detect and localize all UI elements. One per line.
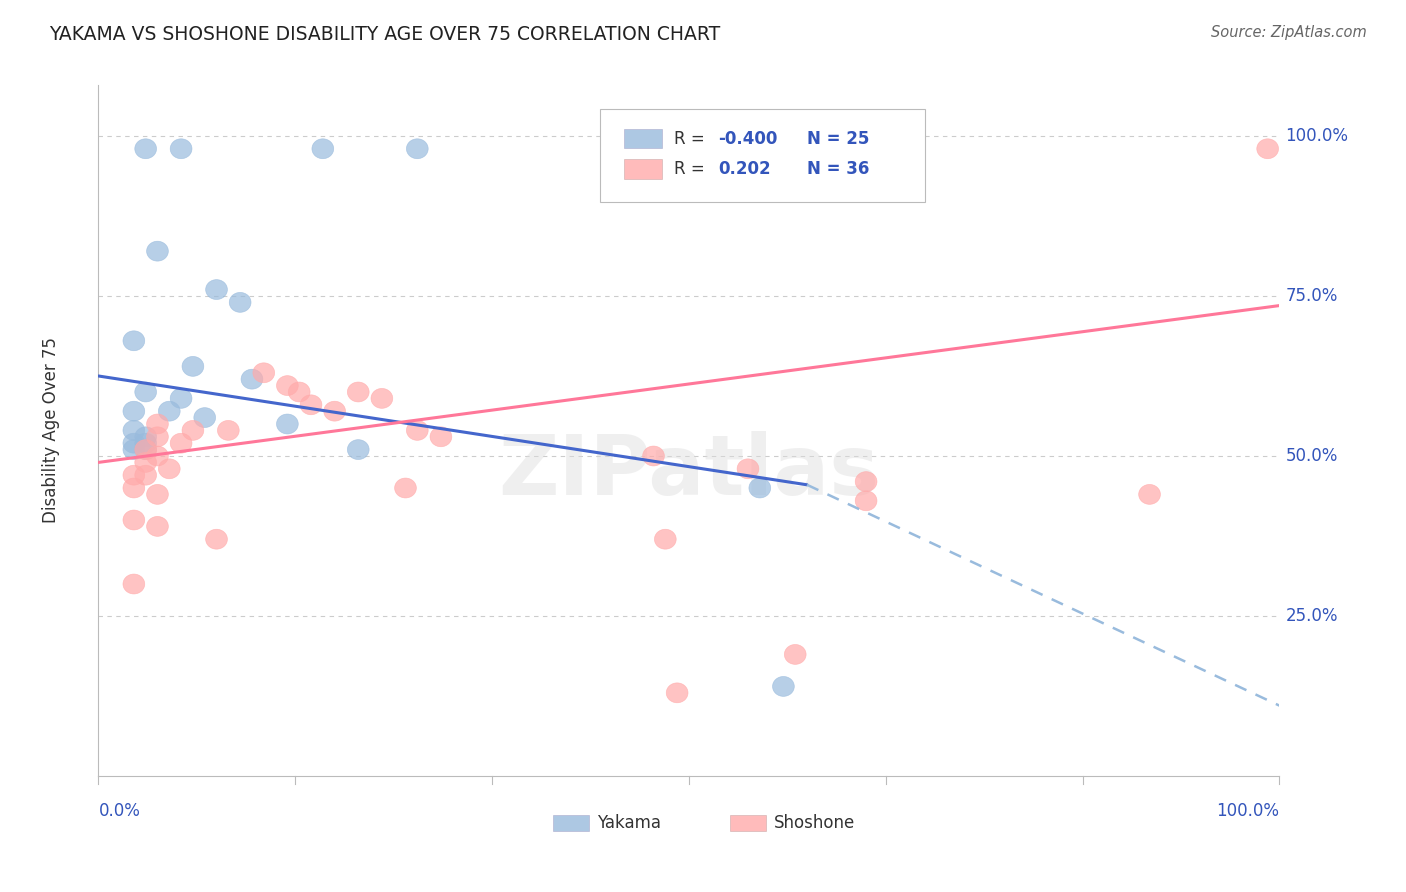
Ellipse shape [737,458,759,479]
Text: -0.400: -0.400 [718,129,778,148]
Ellipse shape [347,440,370,459]
Text: Yakama: Yakama [596,814,661,832]
Text: N = 25: N = 25 [807,129,869,148]
Ellipse shape [122,440,145,459]
Ellipse shape [135,440,156,459]
Ellipse shape [395,478,416,498]
Ellipse shape [135,452,156,473]
FancyBboxPatch shape [600,109,925,202]
Ellipse shape [122,401,145,421]
Ellipse shape [122,420,145,441]
Ellipse shape [146,414,169,434]
Ellipse shape [135,139,156,159]
Ellipse shape [1257,139,1278,159]
Text: 0.202: 0.202 [718,160,770,178]
Ellipse shape [170,388,193,409]
Ellipse shape [181,420,204,441]
Ellipse shape [288,382,311,402]
Ellipse shape [371,388,392,409]
Ellipse shape [159,401,180,421]
Text: 100.0%: 100.0% [1216,802,1279,821]
Ellipse shape [122,510,145,530]
Ellipse shape [785,645,806,665]
Ellipse shape [135,440,156,459]
Ellipse shape [1139,484,1160,504]
Ellipse shape [170,434,193,453]
Ellipse shape [146,427,169,447]
Ellipse shape [135,382,156,402]
Ellipse shape [194,408,215,427]
Ellipse shape [654,529,676,549]
Text: R =: R = [673,129,710,148]
Text: 25.0%: 25.0% [1285,607,1339,625]
Text: 0.0%: 0.0% [98,802,141,821]
Ellipse shape [218,420,239,441]
Ellipse shape [277,376,298,395]
Ellipse shape [146,241,169,261]
Ellipse shape [146,516,169,536]
Text: ZIPatlas: ZIPatlas [499,432,879,512]
Ellipse shape [122,466,145,485]
Ellipse shape [240,369,263,389]
FancyBboxPatch shape [624,160,662,178]
Ellipse shape [299,395,322,415]
Ellipse shape [135,434,156,453]
Ellipse shape [406,420,429,441]
Ellipse shape [347,382,370,402]
Ellipse shape [855,491,877,511]
Ellipse shape [122,574,145,594]
Ellipse shape [855,472,877,491]
FancyBboxPatch shape [624,129,662,148]
FancyBboxPatch shape [553,815,589,830]
Ellipse shape [205,529,228,549]
Text: 100.0%: 100.0% [1285,127,1348,145]
Text: 50.0%: 50.0% [1285,447,1337,465]
Text: Shoshone: Shoshone [773,814,855,832]
Ellipse shape [312,139,333,159]
Text: N = 36: N = 36 [807,160,869,178]
Ellipse shape [205,279,228,300]
Ellipse shape [122,434,145,453]
Ellipse shape [229,293,252,312]
Ellipse shape [643,446,665,466]
Ellipse shape [253,363,274,383]
Text: 75.0%: 75.0% [1285,287,1337,305]
Text: Disability Age Over 75: Disability Age Over 75 [42,337,60,524]
Ellipse shape [146,484,169,504]
Ellipse shape [666,683,688,703]
Text: YAKAMA VS SHOSHONE DISABILITY AGE OVER 75 CORRELATION CHART: YAKAMA VS SHOSHONE DISABILITY AGE OVER 7… [49,25,720,44]
Text: Source: ZipAtlas.com: Source: ZipAtlas.com [1211,25,1367,40]
Ellipse shape [122,478,145,498]
Ellipse shape [406,139,429,159]
Ellipse shape [749,478,770,498]
Text: R =: R = [673,160,710,178]
Ellipse shape [170,139,193,159]
Ellipse shape [772,676,794,697]
Ellipse shape [122,331,145,351]
FancyBboxPatch shape [730,815,766,830]
Ellipse shape [159,458,180,479]
Ellipse shape [430,427,451,447]
Ellipse shape [135,427,156,447]
Ellipse shape [323,401,346,421]
Ellipse shape [135,466,156,485]
Ellipse shape [181,357,204,376]
Ellipse shape [146,446,169,466]
Ellipse shape [277,414,298,434]
